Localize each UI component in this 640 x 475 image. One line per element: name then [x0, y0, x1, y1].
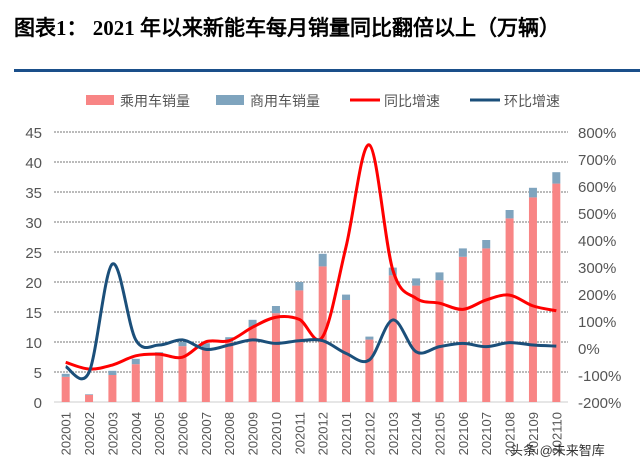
bar-passenger [61, 376, 70, 402]
x-tick-label: 202012 [316, 412, 331, 455]
x-tick-label: 202006 [176, 412, 191, 455]
bar-passenger [225, 342, 234, 402]
bar-commercial [505, 210, 514, 219]
bar-commercial [108, 370, 117, 375]
x-tick-label: 202109 [526, 412, 541, 455]
bar-passenger [342, 300, 351, 402]
right-tick-label: 600% [578, 179, 616, 196]
bar-passenger [482, 248, 491, 402]
left-tick-label: 30 [25, 215, 42, 232]
bar-commercial [61, 373, 70, 377]
bar-commercial [295, 282, 304, 291]
bar-commercial [271, 306, 280, 314]
x-tick-label: 202001 [59, 412, 74, 455]
bar-passenger [528, 197, 537, 402]
bar-passenger [552, 183, 561, 402]
x-tick-label: 202003 [105, 412, 120, 455]
left-tick-label: 0 [34, 395, 42, 412]
bar-passenger [248, 327, 257, 402]
right-tick-label: 0% [578, 341, 600, 358]
bar-passenger [131, 364, 140, 402]
bar-passenger [295, 290, 304, 402]
right-tick-label: 300% [578, 260, 616, 277]
x-tick-label: 202104 [409, 412, 424, 455]
bar-commercial [131, 358, 140, 365]
bar-commercial [552, 172, 561, 184]
bar-commercial [201, 343, 210, 348]
x-tick-label: 202009 [246, 412, 261, 455]
x-tick-label: 202102 [362, 412, 377, 455]
bar-commercial [365, 336, 374, 340]
x-tick-label: 202011 [292, 412, 307, 454]
bar-passenger [201, 348, 210, 402]
legend-swatch [86, 95, 114, 105]
right-tick-label: 700% [578, 152, 616, 169]
chart-title: 图表1： 2021 年以来新能车每月销量同比翻倍以上（万辆） [14, 16, 560, 40]
bar-passenger [435, 280, 444, 402]
x-tick-label: 202101 [339, 412, 354, 455]
bar-commercial [342, 294, 351, 300]
x-tick-label: 202106 [456, 412, 471, 455]
left-tick-label: 15 [25, 305, 42, 322]
bar-passenger [85, 394, 94, 402]
right-tick-label: 200% [578, 287, 616, 304]
x-tick-label: 202005 [152, 412, 167, 455]
bar-passenger [155, 355, 164, 402]
x-tick-label: 202108 [503, 412, 518, 455]
line-yoy [65, 143, 557, 371]
x-tick-label: 202107 [479, 412, 494, 455]
x-tick-label: 202002 [82, 412, 97, 455]
bar-passenger [458, 256, 467, 402]
x-tick-label: 202004 [129, 412, 144, 455]
line-mom [64, 262, 557, 381]
x-tick-label: 202103 [386, 412, 401, 455]
left-tick-label: 10 [25, 335, 42, 352]
bar-passenger [178, 346, 187, 402]
title-rule [14, 69, 640, 72]
bar-passenger [271, 313, 280, 402]
bar-commercial [318, 253, 327, 267]
bar-commercial [85, 394, 94, 395]
x-tick-label: 202008 [222, 412, 237, 455]
left-tick-label: 5 [34, 365, 42, 382]
x-tick-label: 202007 [199, 412, 214, 455]
bar-passenger [505, 218, 514, 402]
legend-label: 环比增速 [504, 94, 560, 110]
x-tick-label: 202010 [269, 412, 284, 455]
bar-commercial [482, 240, 491, 249]
watermark: 头条 @未来智库 [510, 443, 605, 458]
right-tick-label: -100% [578, 368, 621, 385]
bar-commercial [178, 342, 187, 347]
left-tick-label: 20 [25, 275, 42, 292]
x-tick-label: 202110 [549, 412, 564, 454]
left-tick-label: 45 [25, 125, 42, 142]
bar-passenger [365, 339, 374, 402]
legend-swatch [216, 95, 244, 105]
bar-commercial [435, 272, 444, 281]
bar-commercial [528, 187, 537, 198]
bar-passenger [388, 275, 397, 402]
right-tick-label: 800% [578, 125, 616, 142]
left-tick-label: 35 [25, 185, 42, 202]
legend-label: 同比增速 [384, 94, 440, 110]
x-tick-label: 202105 [433, 412, 448, 455]
right-tick-label: 400% [578, 233, 616, 250]
legend-label: 乘用车销量 [120, 93, 190, 110]
left-tick-label: 25 [25, 245, 42, 262]
bar-passenger [412, 285, 421, 402]
bar-commercial [412, 278, 421, 286]
legend-label: 商用车销量 [250, 93, 320, 110]
right-tick-label: 100% [578, 314, 616, 331]
left-tick-label: 40 [25, 155, 42, 172]
bar-commercial [458, 248, 467, 257]
bar-passenger [108, 375, 117, 402]
right-tick-label: 500% [578, 206, 616, 223]
right-tick-label: -200% [578, 395, 621, 412]
bar-commercial [248, 319, 257, 327]
